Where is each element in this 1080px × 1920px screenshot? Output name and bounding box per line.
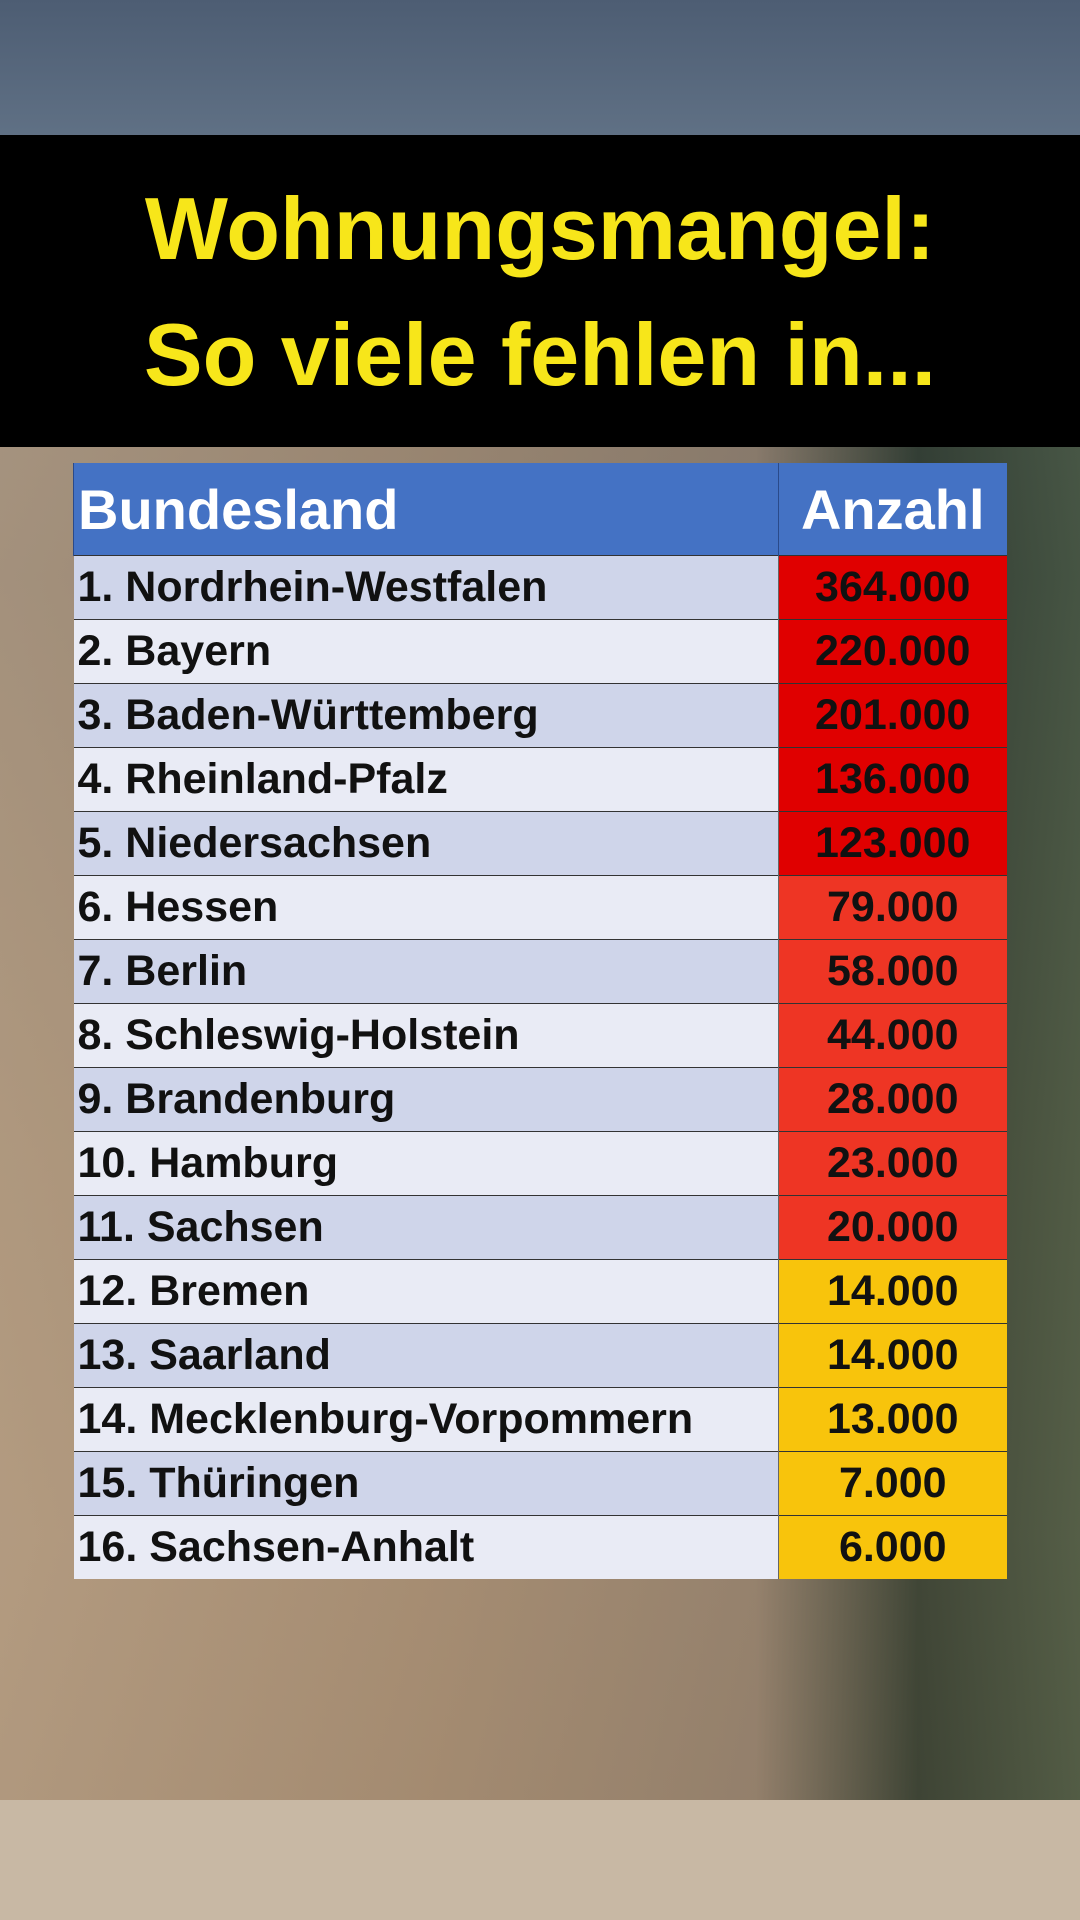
ranking-table: Bundesland Anzahl 1. Nordrhein-Westfalen… [73, 463, 1007, 1579]
title-banner: Wohnungsmangel: So viele fehlen in... [0, 135, 1080, 447]
state-cell: 6. Hessen [73, 875, 779, 940]
table-row: 6. Hessen 79.000 [73, 875, 1007, 940]
table-body: 1. Nordrhein-Westfalen 364.000 2. Bayern 22… [73, 555, 1007, 1579]
state-cell: 12. Bremen [73, 1259, 779, 1324]
table-row: 16. Sachsen-Anhalt 6.000 [73, 1515, 1007, 1579]
state-cell: 4. Rheinland-Pfalz [73, 747, 779, 812]
state-cell: 11. Sachsen [73, 1195, 779, 1260]
count-cell: 220.000 [778, 619, 1007, 684]
count-cell: 58.000 [778, 939, 1007, 1004]
state-cell: 16. Sachsen-Anhalt [73, 1515, 779, 1579]
state-cell: 8. Schleswig-Holstein [73, 1003, 779, 1068]
state-cell: 3. Baden-Württemberg [73, 683, 779, 748]
background-ground [0, 1800, 1080, 1920]
count-cell: 6.000 [778, 1515, 1007, 1579]
state-cell: 13. Saarland [73, 1323, 779, 1388]
state-cell: 1. Nordrhein-Westfalen [73, 555, 779, 620]
column-header: Anzahl [777, 463, 1007, 556]
title-line: Wohnungsmangel: [144, 179, 936, 278]
state-cell: 5. Niedersachsen [73, 811, 779, 876]
table-row: 3. Baden-Württemberg 201.000 [73, 683, 1007, 748]
count-cell: 136.000 [778, 747, 1007, 812]
column-header: Bundesland [73, 463, 778, 556]
table-row: 5. Niedersachsen 123.000 [73, 811, 1007, 876]
count-cell: 14.000 [778, 1259, 1007, 1324]
count-cell: 44.000 [778, 1003, 1007, 1068]
table-row: 14. Mecklenburg-Vorpommern 13.000 [73, 1387, 1007, 1452]
state-cell: 7. Berlin [73, 939, 779, 1004]
table-row: 2. Bayern 220.000 [73, 619, 1007, 684]
state-cell: 10. Hamburg [73, 1131, 779, 1196]
table-row: 7. Berlin 58.000 [73, 939, 1007, 1004]
count-cell: 7.000 [778, 1451, 1007, 1516]
table-row: 1. Nordrhein-Westfalen 364.000 [73, 555, 1007, 620]
count-cell: 13.000 [778, 1387, 1007, 1452]
state-cell: 15. Thüringen [73, 1451, 779, 1516]
table-row: 4. Rheinland-Pfalz 136.000 [73, 747, 1007, 812]
count-cell: 14.000 [778, 1323, 1007, 1388]
title-line: So viele fehlen in... [143, 305, 937, 404]
table-row: 11. Sachsen 20.000 [73, 1195, 1007, 1260]
count-cell: 23.000 [778, 1131, 1007, 1196]
count-cell: 201.000 [778, 683, 1007, 748]
state-cell: 14. Mecklenburg-Vorpommern [73, 1387, 779, 1452]
table-row: 9. Brandenburg 28.000 [73, 1067, 1007, 1132]
count-cell: 123.000 [778, 811, 1007, 876]
table-row: 13. Saarland 14.000 [73, 1323, 1007, 1388]
header-row: Bundesland Anzahl [73, 463, 1007, 556]
table-row: 12. Bremen 14.000 [73, 1259, 1007, 1324]
state-cell: 9. Brandenburg [73, 1067, 779, 1132]
count-cell: 79.000 [778, 875, 1007, 940]
table-row: 10. Hamburg 23.000 [73, 1131, 1007, 1196]
count-cell: 364.000 [778, 555, 1007, 620]
count-cell: 28.000 [778, 1067, 1007, 1132]
table-row: 15. Thüringen 7.000 [73, 1451, 1007, 1516]
state-cell: 2. Bayern [73, 619, 779, 684]
table-row: 8. Schleswig-Holstein 44.000 [73, 1003, 1007, 1068]
count-cell: 20.000 [778, 1195, 1007, 1260]
